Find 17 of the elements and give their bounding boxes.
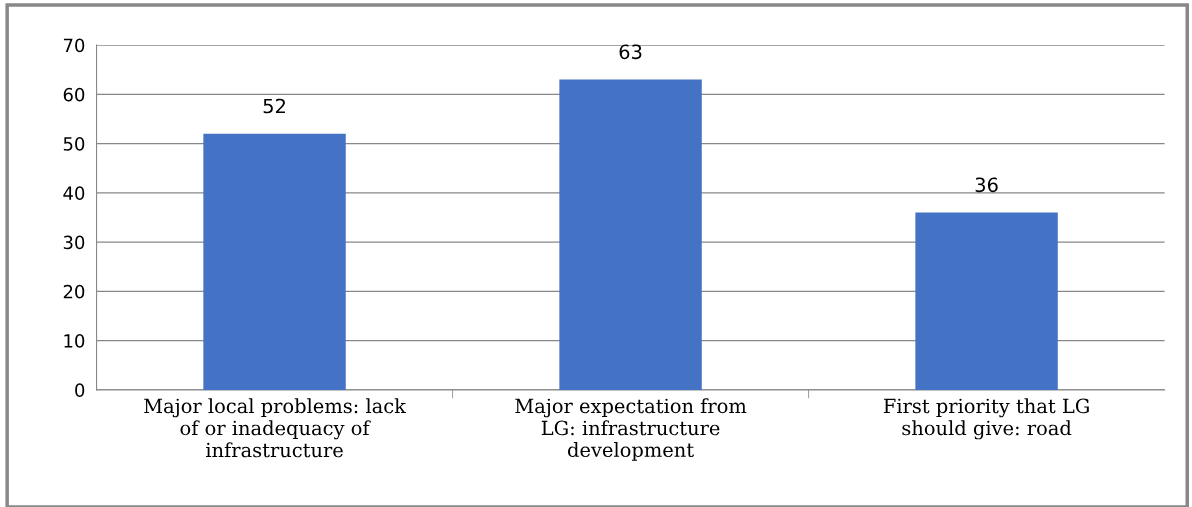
y-tick-label: 20 [63,284,85,299]
y-tick-label: 60 [63,87,85,102]
data-label: 63 [619,44,642,60]
y-tick-label: 50 [63,137,85,151]
x-tick-label: Major local problems: lack of or inadequacy of infrastructure [144,398,407,458]
data-label: 36 [975,177,998,193]
bar [915,212,1058,390]
data-label: 52 [263,98,285,114]
y-tick-label: 10 [64,334,85,348]
x-tick-label: Major expectation from LG: infrastructure development [515,398,747,461]
y-tick-label: 30 [63,235,85,250]
bar [559,79,702,390]
x-tick-label: First priority that LG should give: road [883,398,1089,440]
y-tick-label: 70 [63,38,85,53]
y-tick-label: 0 [75,383,85,397]
bar [203,133,346,390]
y-tick-label: 40 [63,186,85,200]
